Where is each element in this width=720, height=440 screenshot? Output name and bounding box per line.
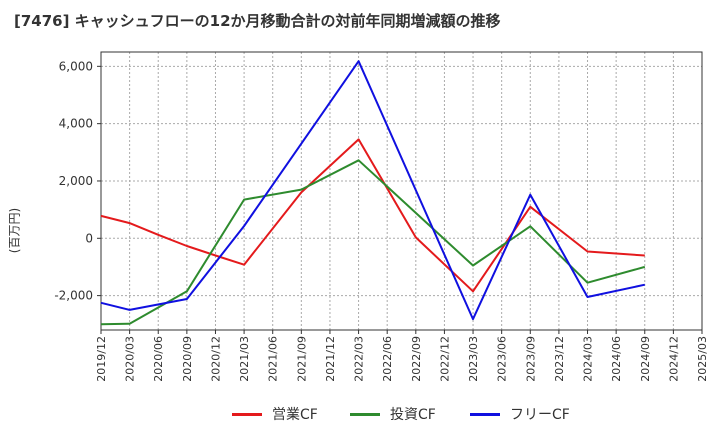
x-tick-label: 2022/06 [381, 336, 394, 382]
y-tick-label: -2,000 [54, 289, 93, 303]
series-lines [100, 60, 646, 326]
x-tick-label: 2023/12 [553, 336, 566, 382]
legend-swatch [350, 412, 380, 416]
legend: 営業CF 投資CF フリーCF [0, 404, 720, 428]
x-tick-label: 2023/09 [524, 336, 537, 382]
plot-area [101, 52, 702, 330]
y-tick-label: 2,000 [59, 174, 93, 188]
x-tick-label: 2024/12 [667, 336, 680, 382]
x-tick-label: 2024/06 [610, 336, 623, 382]
series-line-営業CF [100, 138, 645, 293]
legend-swatch [232, 412, 262, 416]
axes [97, 51, 703, 334]
legend-label: 投資CF [390, 407, 436, 423]
x-tick-label: 2020/09 [181, 336, 194, 382]
series-line-投資CF [100, 159, 646, 326]
x-tick-label: 2022/09 [410, 336, 423, 382]
chart-title: [7476] キャッシュフローの12か月移動合計の対前年同期増減額の推移 [14, 12, 501, 30]
x-tick-label: 2021/03 [238, 336, 251, 382]
grid [100, 52, 703, 330]
y-tick-label: 4,000 [59, 117, 93, 131]
y-tick-label: 0 [85, 231, 93, 245]
x-tick-label: 2023/03 [467, 336, 480, 382]
x-tick-label: 2019/12 [95, 336, 108, 382]
legend-item: 投資CF [350, 404, 436, 424]
x-tick-label: 2020/12 [209, 336, 222, 382]
x-tick-label: 2024/09 [639, 336, 652, 382]
x-tick-label: 2022/12 [438, 336, 451, 382]
x-tick-label: 2021/09 [295, 336, 308, 382]
legend-item: 営業CF [232, 404, 318, 424]
x-tick-label: 2023/06 [496, 336, 509, 382]
series-line-フリーCF [100, 60, 646, 321]
legend-label: 営業CF [272, 407, 318, 423]
tick-labels: 6,000 4,000 2,000 0 -2,000 2019/12 2020/03 2020… [54, 59, 709, 381]
y-tick-label: 6,000 [59, 59, 93, 73]
x-tick-label: 2025/03 [696, 336, 709, 382]
x-tick-label: 2021/06 [267, 336, 280, 382]
legend-label: フリーCF [510, 407, 570, 423]
legend-item: フリーCF [470, 404, 570, 424]
x-tick-label: 2020/03 [124, 336, 137, 382]
x-tick-label: 2020/06 [152, 336, 165, 382]
plot-frame [100, 51, 703, 331]
x-tick-label: 2022/03 [353, 336, 366, 382]
x-tick-label: 2024/03 [582, 336, 595, 382]
legend-swatch [470, 412, 500, 416]
x-tick-label: 2021/12 [324, 336, 337, 382]
